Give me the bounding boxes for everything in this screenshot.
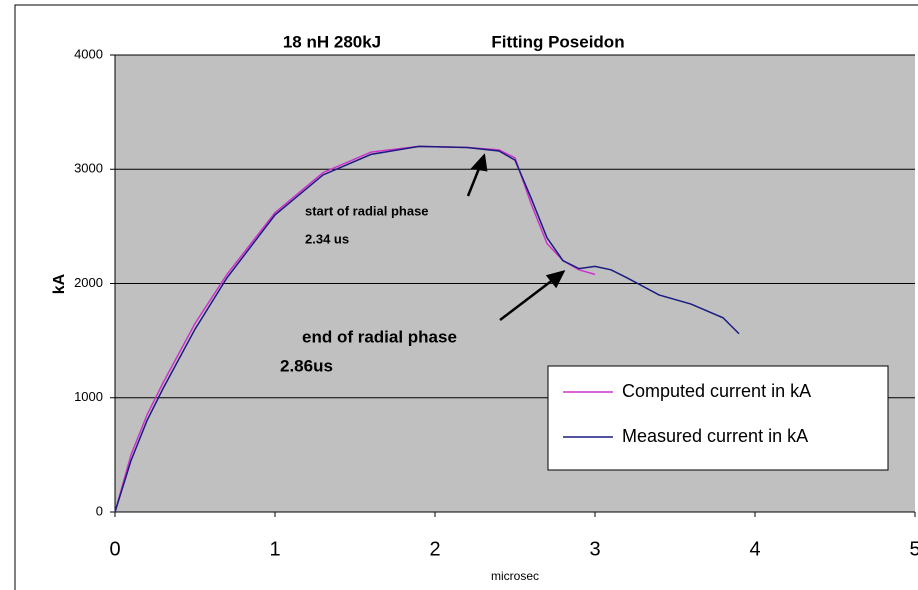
y-tick-label: 1000 bbox=[74, 389, 103, 404]
data-line bbox=[114, 145, 596, 513]
arrow-head bbox=[470, 153, 488, 172]
x-tick-label: 5 bbox=[909, 538, 918, 560]
x-tick-label: 2 bbox=[429, 538, 440, 560]
chart-subtitle: Fitting Poseidon bbox=[491, 32, 624, 51]
arrow-head bbox=[545, 270, 566, 289]
x-tick-label: 0 bbox=[109, 538, 120, 560]
y-axis-label: kA bbox=[51, 273, 68, 294]
y-tick-label: 4000 bbox=[74, 46, 103, 61]
x-tick-label: 4 bbox=[749, 538, 760, 560]
annotation: end of radial phase bbox=[302, 327, 457, 346]
arrow bbox=[466, 165, 482, 197]
x-tick-label: 1 bbox=[269, 538, 280, 560]
arrow bbox=[499, 278, 555, 321]
x-axis-label: microsec bbox=[491, 569, 539, 583]
legend-label: Measured current in kA bbox=[622, 426, 808, 446]
x-tick-label: 3 bbox=[589, 538, 600, 560]
annotation: 2.86us bbox=[280, 356, 333, 375]
legend-box bbox=[547, 365, 889, 471]
y-tick-label: 2000 bbox=[74, 275, 103, 290]
legend-label: Computed current in kA bbox=[622, 381, 811, 401]
chart-title: 18 nH 280kJ bbox=[283, 32, 381, 51]
y-tick-label: 0 bbox=[96, 503, 103, 518]
y-tick-label: 3000 bbox=[74, 161, 103, 176]
annotation: 2.34 us bbox=[305, 231, 349, 246]
annotation: start of radial phase bbox=[305, 203, 429, 218]
data-line bbox=[114, 145, 740, 513]
